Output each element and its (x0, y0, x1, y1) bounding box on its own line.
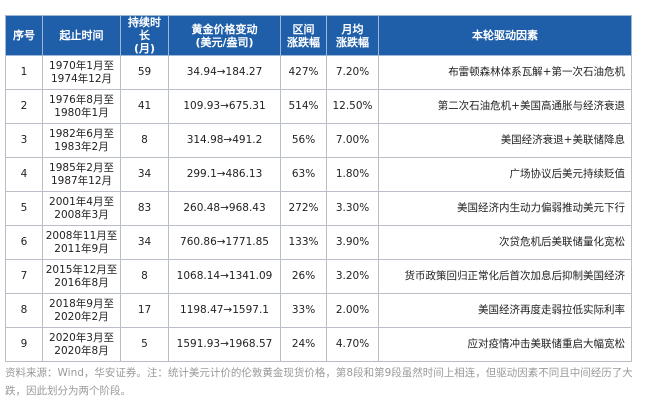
table-cell: 5 (120, 327, 169, 362)
table-cell: 次贷危机后美联储量化宽松 (378, 225, 632, 260)
table-cell: 24% (280, 327, 327, 362)
table-row: 7 2015年12月至 2016年8月 8 1068.14→1341.09 26% 3.2… (5, 259, 632, 294)
table-cell: 299.1→486.13 (168, 157, 281, 192)
table-cell: 41 (120, 89, 169, 124)
table-cell: 427% (280, 55, 327, 90)
table-cell: 59 (120, 55, 169, 90)
table-cell: 2008年11月至 2011年9月 (42, 225, 121, 260)
table-cell: 7 (5, 259, 43, 294)
header-cell: 起止时间 (42, 15, 121, 56)
table-cell: 美国经济衰退+美联储降息 (378, 123, 632, 158)
table-cell: 2018年9月至 2020年2月 (42, 293, 121, 328)
header-cell: 本轮驱动因素 (378, 15, 632, 56)
table-cell: 3.20% (326, 259, 379, 294)
table-cell: 2001年4月至 2008年3月 (42, 191, 121, 226)
table-cell: 2.00% (326, 293, 379, 328)
table-cell: 1198.47→1597.1 (168, 293, 281, 328)
table-cell: 3.90% (326, 225, 379, 260)
table-row: 9 2020年3月至 2020年8月 5 1591.93→1968.57 24% 4.70… (5, 327, 632, 362)
header-cell: 持续时长 (月) (120, 15, 169, 56)
table-cell: 314.98→491.2 (168, 123, 281, 158)
table-cell: 1982年6月至 1983年2月 (42, 123, 121, 158)
table-cell: 应对疫情冲击美联储重启大幅宽松 (378, 327, 632, 362)
table-cell: 33% (280, 293, 327, 328)
table-header: 序号 起止时间 持续时长 (月) 黄金价格变动 (美元/盎司) 区间 涨跌幅 月均 涨跌幅… (5, 15, 632, 56)
header-cell: 序号 (5, 15, 43, 56)
table-cell: 34 (120, 225, 169, 260)
table-body: 1 1970年1月至 1974年12月 59 34.94→184.27 427% 7.20… (5, 55, 632, 362)
table-row: 3 1982年6月至 1983年2月 8 314.98→491.2 56% 7.00% 美国… (5, 123, 632, 158)
table-cell: 1970年1月至 1974年12月 (42, 55, 121, 90)
table-row: 1 1970年1月至 1974年12月 59 34.94→184.27 427% 7.20… (5, 55, 632, 90)
table-cell: 760.86→1771.85 (168, 225, 281, 260)
table-cell: 美国经济内生动力偏弱推动美元下行 (378, 191, 632, 226)
gold-rally-table: 序号 起止时间 持续时长 (月) 黄金价格变动 (美元/盎司) 区间 涨跌幅 月均 涨跌幅… (5, 15, 632, 362)
table-cell: 1976年8月至 1980年1月 (42, 89, 121, 124)
table-cell: 1.80% (326, 157, 379, 192)
table-cell: 260.48→968.43 (168, 191, 281, 226)
table-row: 6 2008年11月至 2011年9月 34 760.86→1771.85 133% 3.… (5, 225, 632, 260)
table-cell: 2 (5, 89, 43, 124)
table-cell: 7.00% (326, 123, 379, 158)
table-cell: 12.50% (326, 89, 379, 124)
source-note: 资料来源：Wind，华安证券。注：统计美元计价的伦敦黄金现货价格，第8段和第9段… (5, 367, 633, 397)
table-cell: 9 (5, 327, 43, 362)
table-cell: 4 (5, 157, 43, 192)
table-row: 5 2001年4月至 2008年3月 83 260.48→968.43 272% 3.30… (5, 191, 632, 226)
table-cell: 2015年12月至 2016年8月 (42, 259, 121, 294)
table-cell: 布雷顿森林体系瓦解+第一次石油危机 (378, 55, 632, 90)
table-cell: 34.94→184.27 (168, 55, 281, 90)
table-cell: 6 (5, 225, 43, 260)
table-cell: 514% (280, 89, 327, 124)
table-cell: 272% (280, 191, 327, 226)
table-cell: 8 (120, 259, 169, 294)
table-cell: 8 (120, 123, 169, 158)
table-cell: 美国经济再度走弱拉低实际利率 (378, 293, 632, 328)
table-cell: 56% (280, 123, 327, 158)
table-cell: 5 (5, 191, 43, 226)
table-cell: 1068.14→1341.09 (168, 259, 281, 294)
table-cell: 8 (5, 293, 43, 328)
table-cell: 1985年2月至 1987年12月 (42, 157, 121, 192)
header-cell: 黄金价格变动 (美元/盎司) (168, 15, 281, 56)
table-row: 4 1985年2月至 1987年12月 34 299.1→486.13 63% 1.80%… (5, 157, 632, 192)
table-cell: 3 (5, 123, 43, 158)
header-cell: 月均 涨跌幅 (326, 15, 379, 56)
table-cell: 4.70% (326, 327, 379, 362)
table-row: 8 2018年9月至 2020年2月 17 1198.47→1597.1 33% 2.00… (5, 293, 632, 328)
table-cell: 17 (120, 293, 169, 328)
table-cell: 7.20% (326, 55, 379, 90)
table-cell: 广场协议后美元持续贬值 (378, 157, 632, 192)
table-cell: 34 (120, 157, 169, 192)
header-row: 序号 起止时间 持续时长 (月) 黄金价格变动 (美元/盎司) 区间 涨跌幅 月均 涨跌幅… (5, 15, 632, 56)
table-cell: 109.93→675.31 (168, 89, 281, 124)
table-cell: 1 (5, 55, 43, 90)
table-cell: 26% (280, 259, 327, 294)
table-cell: 83 (120, 191, 169, 226)
table-cell: 133% (280, 225, 327, 260)
table-cell: 第二次石油危机+美国高通胀与经济衰退 (378, 89, 632, 124)
table-cell: 2020年3月至 2020年8月 (42, 327, 121, 362)
table-cell: 63% (280, 157, 327, 192)
header-cell: 区间 涨跌幅 (280, 15, 327, 56)
table-cell: 货币政策回归正常化后首次加息后抑制美国经济 (378, 259, 632, 294)
table-cell: 1591.93→1968.57 (168, 327, 281, 362)
table-row: 2 1976年8月至 1980年1月 41 109.93→675.31 514% 12.5… (5, 89, 632, 124)
table-cell: 3.30% (326, 191, 379, 226)
